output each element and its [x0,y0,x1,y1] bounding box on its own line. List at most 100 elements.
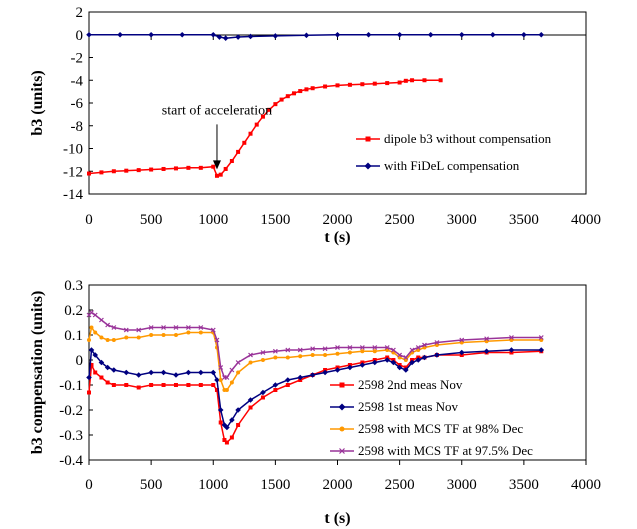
data-point [111,383,116,387]
data-point [323,84,328,89]
data-point [148,325,154,330]
data-point [372,349,377,354]
x-tick-label: 500 [140,477,163,493]
data-point [211,164,216,169]
data-point [397,352,403,358]
x-tick-label: 1000 [198,477,228,493]
data-point [211,383,216,387]
data-point [434,340,440,345]
data-point [136,327,142,333]
annotation-arrow-head [212,160,221,170]
x-tick-label: 1500 [260,477,290,493]
data-point [403,355,409,360]
x-tick-label: 4000 [571,477,601,493]
series-line-3 [88,311,542,379]
legend-marker [339,426,345,432]
data-point [285,383,290,387]
data-point [273,355,278,360]
data-point [334,31,341,38]
x-tick-label: 2500 [385,477,415,493]
data-point [173,333,178,337]
data-point [224,424,230,431]
data-point [438,78,443,83]
y-tick-label: -4 [71,73,84,89]
data-point [422,342,427,348]
data-point [89,363,94,367]
x-tick-label: 1500 [260,212,290,228]
data-point [229,417,235,423]
data-point [303,32,310,39]
legend: dipole b3 without compensation with FiDeL… [356,131,552,173]
data-point [322,369,328,376]
x-tick-label: 3000 [447,477,477,493]
y-tick-label: 2 [76,5,84,21]
data-point [124,335,129,340]
data-point [459,337,465,343]
legend-label: 2598 1st meas Nov [358,399,459,414]
data-point [221,422,228,428]
data-point [390,359,397,366]
data-point [403,367,409,373]
data-point [260,358,265,362]
legend-marker [339,382,345,388]
data-point [260,395,265,400]
data-point [124,168,129,173]
data-point [279,97,284,102]
data-point [186,330,191,335]
x-tick-label: 0 [85,212,93,228]
data-point [229,380,234,385]
data-point [105,338,110,342]
data-point [323,353,328,357]
data-point [508,347,515,353]
data-point [272,33,279,39]
data-point [285,94,290,99]
data-point [173,325,179,330]
data-point [347,82,352,87]
data-point [247,33,254,40]
data-point [93,370,98,375]
data-point [92,352,99,358]
y-tick-label: -0.2 [59,403,83,419]
data-point [161,383,166,387]
data-point [384,357,390,363]
data-point [360,82,365,87]
data-point [248,352,253,358]
x-tick-label: 2500 [385,212,415,228]
data-point [89,310,94,315]
data-point [347,350,352,355]
data-point [310,353,315,357]
data-point [347,345,353,350]
data-point [390,347,396,353]
data-point [538,335,544,340]
data-point [360,349,365,354]
data-point [210,327,216,333]
data-point [298,89,303,94]
data-point [149,333,154,337]
data-point [214,388,219,392]
data-point [117,31,123,38]
y-tick-label: -8 [71,119,84,135]
data-point [218,365,224,370]
data-point [372,345,378,350]
x-tick-label: 3000 [447,212,477,228]
data-point [371,359,378,366]
data-point [236,370,241,375]
data-point [104,364,111,371]
data-point [372,81,377,86]
data-point [304,87,309,92]
data-point [148,369,154,376]
data-point [235,34,241,40]
data-point [173,166,178,171]
data-point [161,325,166,330]
data-point [229,435,234,440]
data-point [149,167,154,172]
data-point [216,34,223,40]
data-point [136,385,141,390]
data-point [235,360,241,365]
series-line-2 [88,325,542,391]
data-point [89,325,94,330]
legend-marker [338,403,346,411]
x-tick-label: 1000 [198,212,228,228]
data-point [111,338,116,342]
data-point [99,335,104,340]
